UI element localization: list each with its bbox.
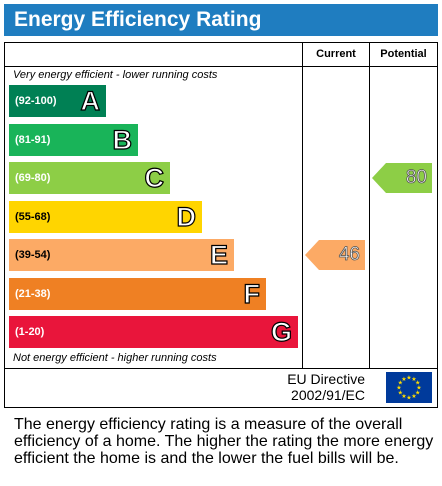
eu-directive: EU Directive 2002/91/EC [287,371,365,403]
eu-star-icon: ★ [398,390,403,397]
current-arrow-shape [305,240,365,270]
band-letter-label: A [80,85,101,116]
rating-table: Current Potential Very energy efficient … [4,42,438,408]
eu-star-icon: ★ [396,385,401,392]
potential-rating-arrow: 80 [372,163,432,193]
eu-directive-line2: 2002/91/EC [291,387,365,403]
band-letter-label: F [243,278,261,309]
eu-star-icon: ★ [411,393,416,400]
eu-directive-line1: EU Directive [287,371,365,387]
band-letter-label: B [112,124,133,155]
band-b: (81-91) B [9,123,138,156]
potential-arrow-shape [372,163,432,193]
current-rating-arrow: 46 [305,240,365,270]
band-letter-label: C [144,162,165,193]
band-range-label: (39-54) [15,249,51,261]
band-letter-label: E [209,239,228,270]
eu-star-icon: ★ [406,375,411,382]
eu-star-icon: ★ [415,380,420,387]
eu-star-icon: ★ [406,395,411,402]
band-a: (92-100) A [9,85,106,117]
eu-star-icon: ★ [411,376,416,383]
band-range-label: (69-80) [15,172,51,184]
band-f: (21-38) F [9,277,266,310]
band-letter-label: G [270,316,292,347]
band-range-label: (21-38) [15,287,51,300]
eu-star-icon: ★ [416,385,421,392]
header-divider [5,66,437,67]
eu-star-icon: ★ [401,376,406,383]
band-range-label: (55-68) [15,210,51,223]
potential-column-divider [369,43,370,369]
footer-divider [5,368,437,369]
bottom-caption: Not energy efficient - higher running co… [13,352,217,364]
title-bar: Energy Efficiency Rating [4,4,438,36]
eu-star-icon: ★ [398,380,403,387]
eu-star-icon: ★ [415,390,420,397]
eu-star-icon: ★ [401,393,406,400]
eu-flag-icon: ★ ★ ★ ★ ★ ★ ★ ★ ★ ★ ★ ★ [386,372,432,403]
band-e: (39-54) E [9,239,234,271]
description-text: The energy efficiency rating is a measur… [14,416,434,467]
band-range-label: (81-91) [15,133,51,146]
top-caption: Very energy efficient - lower running co… [13,69,218,81]
potential-column-header: Potential [380,48,427,60]
current-column-header: Current [316,48,356,60]
band-d: (55-68) D [9,200,202,233]
band-range-label: (92-100) [15,95,57,107]
band-g: (1-20) G [9,316,298,348]
current-rating-value: 46 [338,244,360,266]
potential-rating-value: 80 [405,167,427,189]
chart-title: Energy Efficiency Rating [14,8,262,31]
band-c: (69-80) C [9,162,170,194]
current-column-divider [302,43,303,369]
band-range-label: (1-20) [15,326,45,338]
band-letter-label: D [176,201,197,232]
